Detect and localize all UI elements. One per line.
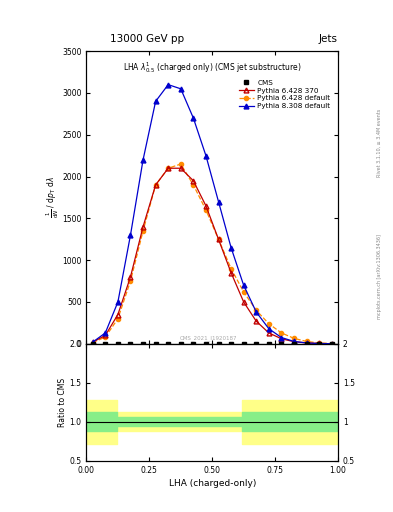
Text: mcplots.cern.ch [arXiv:1306.3436]: mcplots.cern.ch [arXiv:1306.3436] [377, 234, 382, 319]
X-axis label: LHA (charged-only): LHA (charged-only) [169, 479, 256, 488]
Y-axis label: $\frac{1}{\mathrm{d}N}$ / $\mathrm{d}p_{\mathrm{T}}$ $\mathrm{d}\lambda$: $\frac{1}{\mathrm{d}N}$ / $\mathrm{d}p_{… [44, 177, 61, 219]
Legend: CMS, Pythia 6.428 370, Pythia 6.428 default, Pythia 8.308 default: CMS, Pythia 6.428 370, Pythia 6.428 defa… [237, 78, 332, 111]
Text: Jets: Jets [319, 33, 338, 44]
Text: 13000 GeV pp: 13000 GeV pp [110, 33, 184, 44]
Y-axis label: Ratio to CMS: Ratio to CMS [58, 378, 67, 427]
Text: Rivet 3.1.10, ≥ 3.4M events: Rivet 3.1.10, ≥ 3.4M events [377, 109, 382, 178]
Text: LHA $\lambda^{1}_{0.5}$ (charged only) (CMS jet substructure): LHA $\lambda^{1}_{0.5}$ (charged only) (… [123, 60, 301, 75]
Text: CMS_2021_I1920187: CMS_2021_I1920187 [180, 335, 237, 341]
